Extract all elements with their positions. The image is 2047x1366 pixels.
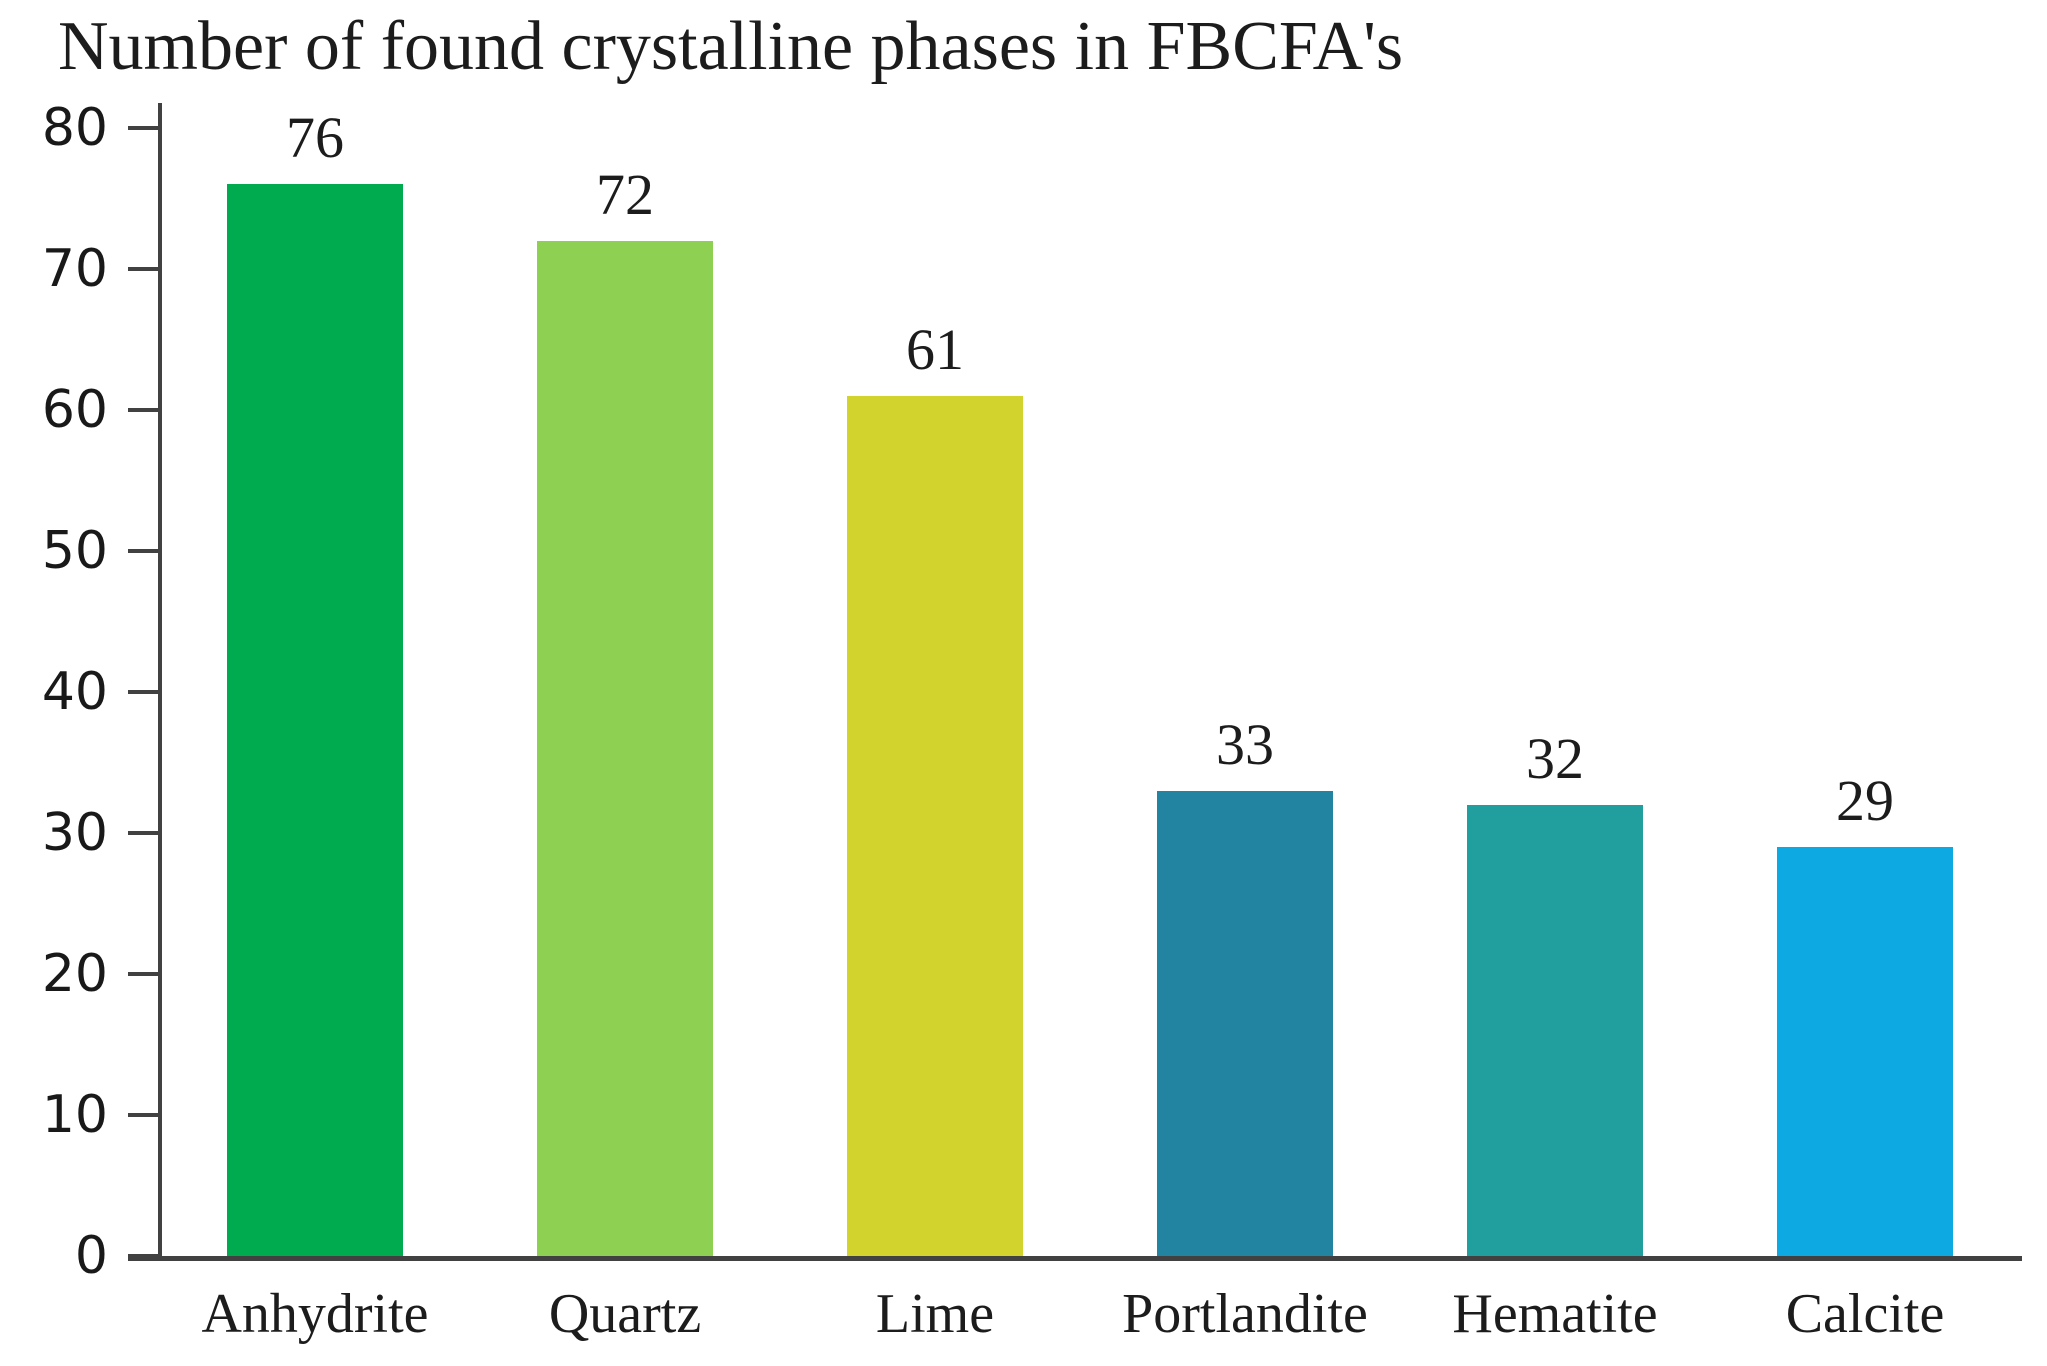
y-tick-mark bbox=[128, 1113, 160, 1117]
bar-portlandite bbox=[1157, 790, 1333, 1256]
y-tick-label: 20 bbox=[41, 944, 108, 1004]
x-category-label: Lime bbox=[875, 1283, 995, 1345]
y-tick-mark bbox=[128, 408, 160, 412]
y-tick-mark bbox=[128, 126, 160, 130]
y-tick-mark bbox=[128, 690, 160, 694]
bar-anhydrite bbox=[227, 184, 403, 1256]
bar-calcite bbox=[1777, 847, 1953, 1256]
y-tick-mark bbox=[128, 831, 160, 835]
y-tick-label: 80 bbox=[41, 98, 108, 158]
x-category-label: Quartz bbox=[548, 1283, 702, 1345]
x-category-label: Portlandite bbox=[1122, 1283, 1368, 1345]
y-tick-label: 60 bbox=[41, 380, 108, 440]
y-tick-label: 50 bbox=[41, 521, 108, 581]
bar-value-label: 61 bbox=[906, 316, 964, 382]
chart-title: Number of found crystalline phases in FB… bbox=[58, 8, 1404, 85]
bar-value-label: 33 bbox=[1216, 711, 1274, 777]
bar-value-label: 76 bbox=[286, 105, 344, 171]
x-category-label: Hematite bbox=[1452, 1283, 1658, 1345]
y-tick-label: 10 bbox=[41, 1085, 108, 1145]
y-tick-mark bbox=[128, 549, 160, 553]
bar-value-label: 32 bbox=[1526, 725, 1584, 791]
bar-hematite bbox=[1467, 804, 1643, 1256]
bar-value-label: 72 bbox=[596, 161, 654, 227]
x-category-label: Anhydrite bbox=[201, 1283, 429, 1345]
x-category-label: Calcite bbox=[1785, 1283, 1945, 1345]
bar-lime bbox=[847, 395, 1023, 1256]
y-tick-label: 0 bbox=[74, 1226, 108, 1286]
y-tick-label: 30 bbox=[41, 803, 108, 863]
y-tick-label: 70 bbox=[41, 239, 108, 299]
bar-quartz bbox=[537, 240, 713, 1256]
y-tick-mark bbox=[128, 267, 160, 271]
y-tick-mark bbox=[128, 1254, 160, 1258]
y-tick-label: 40 bbox=[41, 662, 108, 722]
y-axis-line bbox=[158, 103, 162, 1261]
bar-value-label: 29 bbox=[1836, 768, 1894, 834]
x-axis-line bbox=[128, 1256, 2022, 1261]
y-tick-mark bbox=[128, 972, 160, 976]
